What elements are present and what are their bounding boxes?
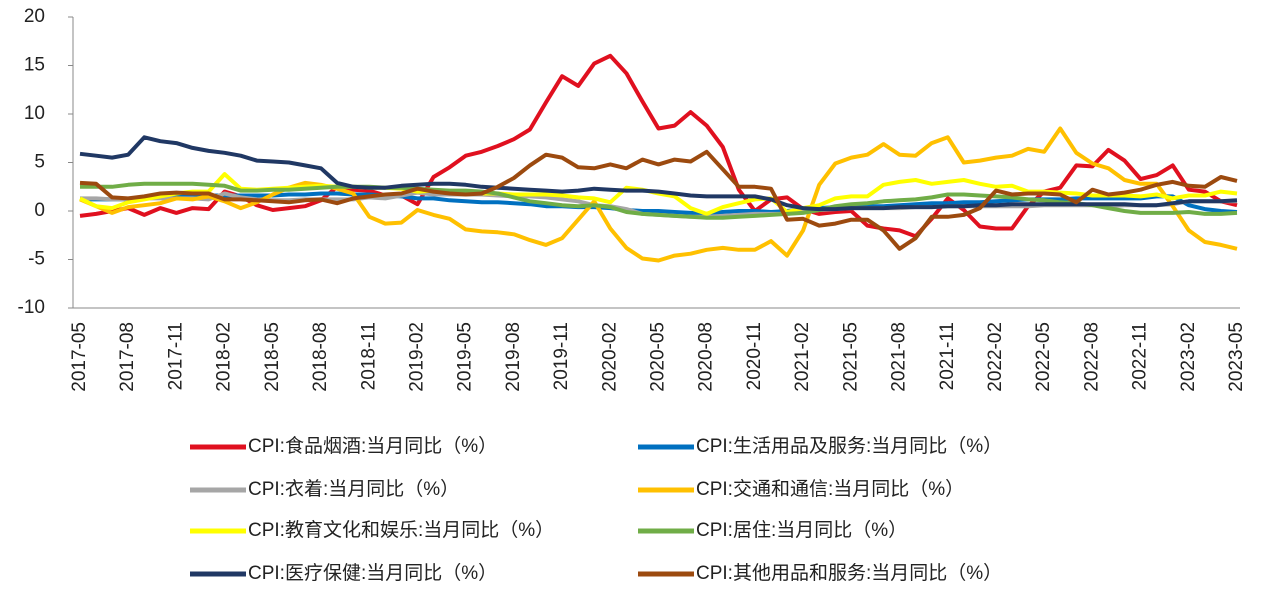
x-tick-label: 2017-08 <box>117 322 138 392</box>
x-tick-label: 2020-08 <box>696 322 717 392</box>
y-tick-label: 10 <box>24 103 45 124</box>
x-tick-label: 2023-05 <box>1226 322 1247 392</box>
x-tick-label: 2018-11 <box>358 322 379 390</box>
legend-label: CPI:居住:当月同比（%） <box>696 519 907 541</box>
x-tick-label: 2020-02 <box>599 322 620 392</box>
x-tick-label: 2018-08 <box>310 322 331 392</box>
x-tick-label: 2019-08 <box>503 322 524 392</box>
y-tick-label: -10 <box>18 297 45 318</box>
legend-label: CPI:生活用品及服务:当月同比（%） <box>696 435 1002 457</box>
x-tick-label: 2021-02 <box>792 322 813 392</box>
legend-label: CPI:食品烟酒:当月同比（%） <box>248 435 497 457</box>
x-tick-label: 2018-02 <box>214 322 235 392</box>
legend-label: CPI:衣着:当月同比（%） <box>248 478 459 500</box>
x-tick-label: 2018-05 <box>262 322 283 392</box>
x-tick-label: 2021-08 <box>889 322 910 392</box>
x-tick-label: 2022-05 <box>1033 322 1054 392</box>
x-tick-label: 2023-02 <box>1178 322 1199 392</box>
legend-label: CPI:教育文化和娱乐:当月同比（%） <box>248 519 554 541</box>
x-tick-label: 2019-11 <box>551 322 572 390</box>
series-line <box>79 126 1238 263</box>
y-tick-label: 0 <box>34 200 45 221</box>
x-tick-label: 2020-05 <box>648 322 669 392</box>
series-line <box>79 135 1238 212</box>
legend-label: CPI:交通和通信:当月同比（%） <box>696 478 964 500</box>
y-tick-label: -5 <box>28 249 45 270</box>
series-line <box>80 181 1238 220</box>
x-tick-label: 2019-02 <box>406 322 427 392</box>
x-tick-label: 2022-11 <box>1130 322 1151 390</box>
y-tick-label: 15 <box>24 55 45 76</box>
x-tick-label: 2021-11 <box>937 322 958 390</box>
series-line <box>79 149 1238 251</box>
x-tick-label: 2017-11 <box>165 322 186 390</box>
legend-label: CPI:医疗保健:当月同比（%） <box>248 562 497 584</box>
x-tick-label: 2022-02 <box>985 322 1006 392</box>
y-tick-label: 5 <box>34 152 45 173</box>
x-tick-label: 2020-11 <box>744 322 765 390</box>
x-tick-label: 2021-05 <box>840 322 861 392</box>
legend-label: CPI:其他用品和服务:当月同比（%） <box>696 562 1002 584</box>
x-tick-label: 2017-05 <box>69 322 90 392</box>
y-tick-label: 20 <box>24 6 45 27</box>
x-tick-label: 2022-08 <box>1081 322 1102 392</box>
x-tick-label: 2019-05 <box>455 322 476 392</box>
